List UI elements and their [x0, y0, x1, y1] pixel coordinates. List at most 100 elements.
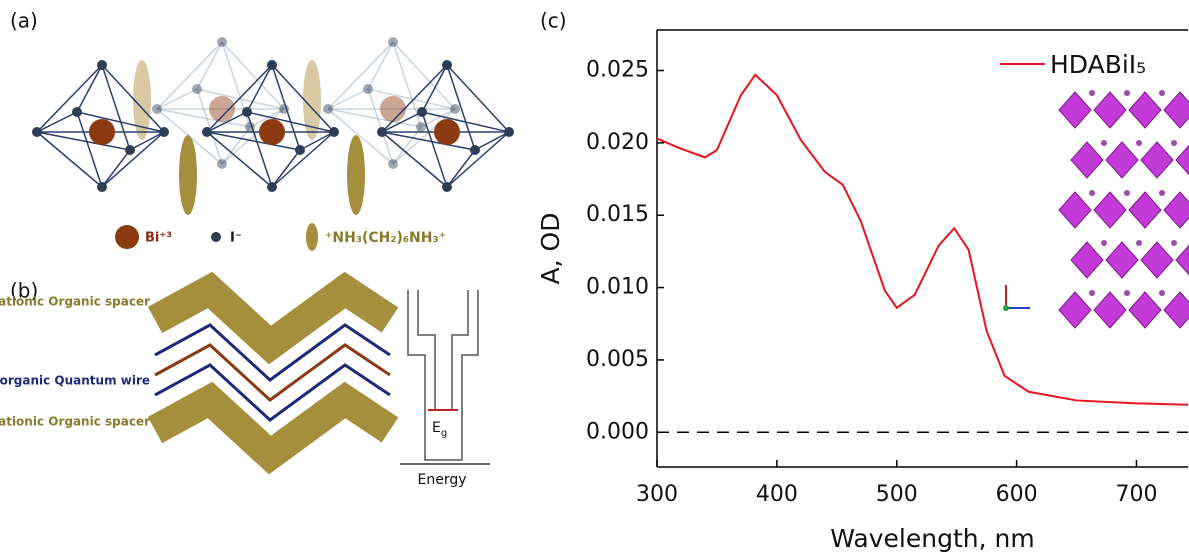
atom — [1089, 290, 1095, 296]
atom — [1124, 90, 1130, 96]
octahedron — [1129, 92, 1161, 128]
cation-ellipse — [347, 135, 365, 215]
atom — [1136, 140, 1142, 146]
iodide-atom — [504, 127, 514, 137]
iodide-atom — [72, 107, 82, 117]
octa-edge — [157, 42, 222, 109]
iodide-atom — [416, 122, 426, 132]
octahedron — [1071, 242, 1103, 278]
atom — [1089, 190, 1095, 196]
octa-edge — [157, 89, 197, 109]
bi-atom — [434, 119, 460, 145]
x-tick-label: 500 — [876, 482, 918, 507]
octahedron — [1141, 142, 1173, 178]
cation-legend: ⁺NH₃(CH₂)₆NH₃⁺ — [325, 230, 446, 246]
cation-legend-marker — [306, 223, 318, 251]
iodide-atom — [442, 182, 452, 192]
panel-label: (c) — [540, 9, 567, 33]
iodide-atom — [442, 60, 452, 70]
octahedron — [1106, 142, 1138, 178]
atom — [1159, 90, 1165, 96]
octa-edge — [393, 42, 455, 109]
bi-atom — [259, 119, 285, 145]
atom — [1159, 190, 1165, 196]
spacer-label: Cationic Organic spacer — [0, 295, 150, 309]
iodide-atom — [450, 104, 460, 114]
bi-atom — [380, 96, 406, 122]
atom — [1101, 240, 1107, 246]
iodide-atom — [217, 37, 227, 47]
octa-edge — [102, 65, 164, 132]
octa-edge — [272, 65, 334, 132]
octahedron — [1176, 242, 1189, 278]
octahedra — [32, 37, 514, 192]
octa-edge — [272, 150, 300, 187]
octa-edge — [382, 132, 475, 150]
octa-edge — [37, 112, 77, 132]
y-tick-label: 0.020 — [586, 130, 649, 155]
octa-edge — [328, 109, 421, 127]
iodide-atom — [267, 182, 277, 192]
axis-glyph — [1003, 305, 1009, 311]
octa-edge — [447, 65, 509, 132]
octa-edge — [37, 65, 102, 132]
iodide-atom — [295, 145, 305, 155]
iodide-atom — [217, 159, 227, 169]
octahedron — [1176, 142, 1189, 178]
octa-edge — [328, 42, 393, 109]
iodide-atom — [192, 84, 202, 94]
legend-label: HDABiI₅ — [1050, 50, 1146, 79]
x-tick-label: 400 — [756, 482, 798, 507]
atom — [1101, 140, 1107, 146]
panel-b: (b) Cationic Organic spacer Inorganic Qu… — [0, 279, 490, 489]
octahedron — [1164, 92, 1189, 128]
figure: (a) Bi⁺³ I⁻ ⁺NH₃(CH₂)₆NH₃⁺ (b) Cationic … — [0, 0, 1189, 558]
octa-edge — [328, 89, 368, 109]
atom — [1171, 140, 1177, 146]
octa-edge — [447, 150, 475, 187]
atom — [1124, 290, 1130, 296]
octahedron — [1059, 292, 1091, 328]
octahedron — [1129, 292, 1161, 328]
atom — [1089, 90, 1095, 96]
octa-edge — [37, 132, 130, 150]
iodide-atom — [329, 127, 339, 137]
organic-band — [155, 400, 390, 455]
atom — [1171, 240, 1177, 246]
gap-sub: g — [441, 428, 447, 439]
y-tick-label: 0.015 — [586, 202, 649, 227]
x-tick-label: 700 — [1115, 482, 1157, 507]
iodide-atom — [152, 104, 162, 114]
panel-a: (a) Bi⁺³ I⁻ ⁺NH₃(CH₂)₆NH₃⁺ — [10, 9, 514, 252]
octa-edge — [197, 42, 222, 89]
iodide-legend-marker — [211, 232, 221, 242]
iodide-atom — [125, 145, 135, 155]
bi-legend-marker — [115, 225, 139, 249]
iodide-atom — [32, 127, 42, 137]
iodide-atom — [97, 60, 107, 70]
iodide-legend: I⁻ — [230, 231, 242, 246]
x-tick-label: 600 — [996, 482, 1038, 507]
octahedron — [1164, 192, 1189, 228]
y-tick-label: 0.005 — [586, 347, 649, 372]
iodide-atom — [97, 182, 107, 192]
y-tick-label: 0.000 — [586, 419, 649, 444]
panel-label: (a) — [10, 9, 38, 33]
iodide-atom — [267, 60, 277, 70]
iodide-atom — [470, 145, 480, 155]
iodide-atom — [417, 107, 427, 117]
spacer-label: Cationic Organic spacer — [0, 415, 150, 429]
iodide-atom — [377, 127, 387, 137]
octahedron — [1071, 142, 1103, 178]
iodide-atom — [323, 104, 333, 114]
bi-atom — [209, 96, 235, 122]
octahedron — [1164, 292, 1189, 328]
octahedron — [1106, 242, 1138, 278]
x-axis-label: Wavelength, nm — [830, 524, 1034, 553]
octahedron — [1141, 242, 1173, 278]
octahedron — [1094, 192, 1126, 228]
octahedron — [1059, 92, 1091, 128]
octa-edge — [77, 65, 102, 112]
cation-ellipse — [179, 135, 197, 215]
octahedron — [1094, 92, 1126, 128]
